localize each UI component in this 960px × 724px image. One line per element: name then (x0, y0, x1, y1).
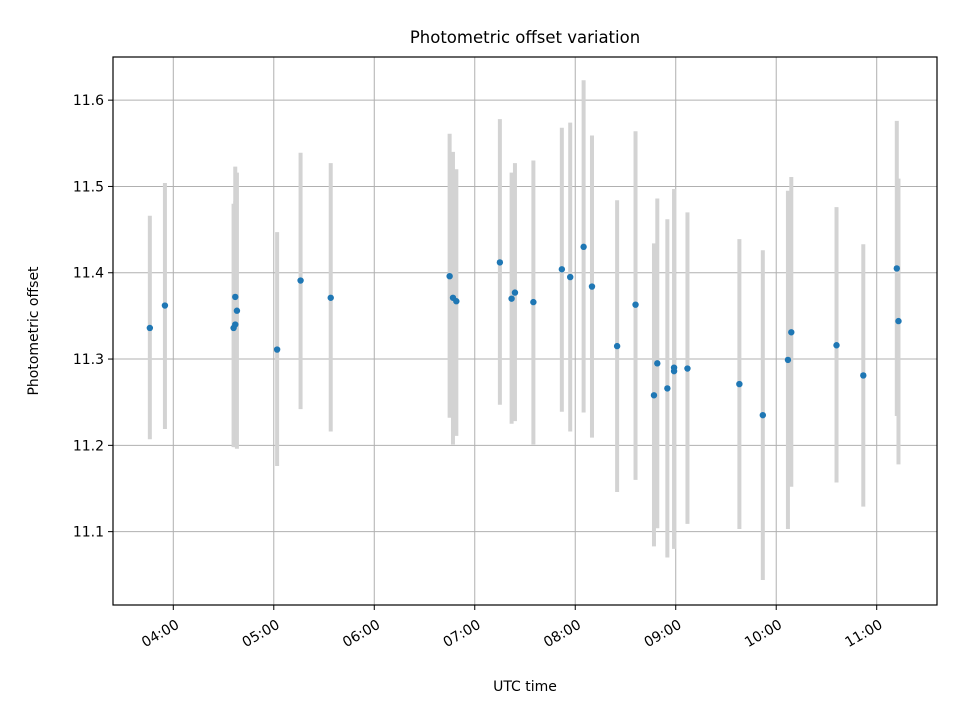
data-point (860, 372, 867, 379)
y-tick-label: 11.1 (73, 525, 104, 541)
data-point (588, 283, 596, 290)
y-axis-label: Photometric offset (26, 266, 42, 396)
data-point (654, 360, 661, 367)
data-point (670, 364, 678, 371)
data-point (664, 385, 671, 392)
y-axis-ticks: 11.1 11.2 11.3 11.4 11.5 11.6 (73, 93, 113, 541)
y-tick-label: 11.2 (73, 438, 104, 454)
y-tick-label: 11.3 (73, 352, 104, 368)
data-point (684, 365, 691, 372)
data-point (895, 317, 902, 325)
data-point (632, 301, 639, 308)
data-point (558, 266, 566, 273)
data-point (453, 298, 460, 305)
x-axis-label: UTC time (493, 679, 557, 695)
data-point (567, 273, 574, 281)
chart-title: Photometric offset variation (410, 28, 640, 47)
y-tick-label: 11.6 (73, 93, 104, 109)
data-point (232, 321, 239, 328)
plot-area-frame (112, 56, 938, 606)
data-point (784, 356, 792, 364)
data-point (759, 411, 767, 419)
data-point (788, 329, 795, 336)
data-points (146, 243, 902, 419)
y-tick-label: 11.5 (73, 179, 104, 195)
data-point (496, 259, 504, 266)
data-point (146, 324, 154, 332)
data-point (530, 298, 537, 306)
data-point (508, 295, 515, 302)
data-point (327, 294, 334, 301)
data-point (580, 243, 587, 251)
data-point (273, 346, 281, 353)
data-point (446, 273, 453, 280)
data-point (893, 265, 901, 272)
data-point (650, 392, 658, 399)
data-point (833, 342, 840, 349)
data-point (232, 293, 239, 301)
data-point (297, 277, 304, 284)
data-point (233, 307, 241, 314)
data-point (511, 289, 519, 296)
data-point (736, 380, 743, 388)
data-point (161, 302, 169, 309)
data-point (613, 342, 621, 350)
y-tick-label: 11.4 (73, 266, 104, 282)
